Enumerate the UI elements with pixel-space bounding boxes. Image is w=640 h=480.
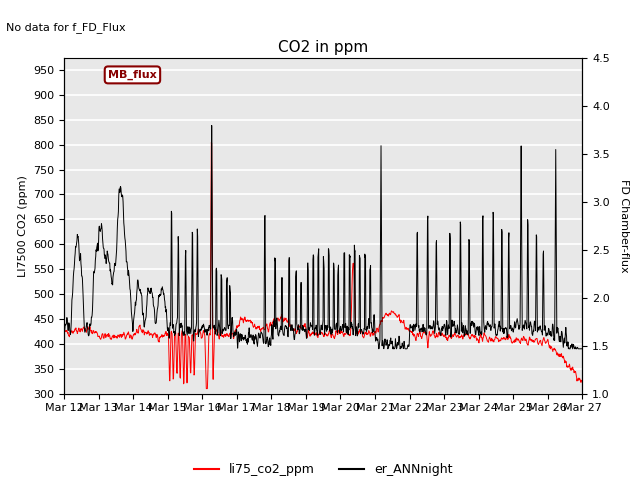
Y-axis label: LI7500 CO2 (ppm): LI7500 CO2 (ppm) bbox=[17, 175, 28, 276]
Y-axis label: FD Chamber-flux: FD Chamber-flux bbox=[620, 179, 629, 273]
Text: MB_flux: MB_flux bbox=[108, 70, 157, 80]
Title: CO2 in ppm: CO2 in ppm bbox=[278, 40, 369, 55]
Legend: li75_co2_ppm, er_ANNnight: li75_co2_ppm, er_ANNnight bbox=[189, 458, 458, 480]
Text: No data for f_FD_Flux: No data for f_FD_Flux bbox=[6, 22, 126, 33]
